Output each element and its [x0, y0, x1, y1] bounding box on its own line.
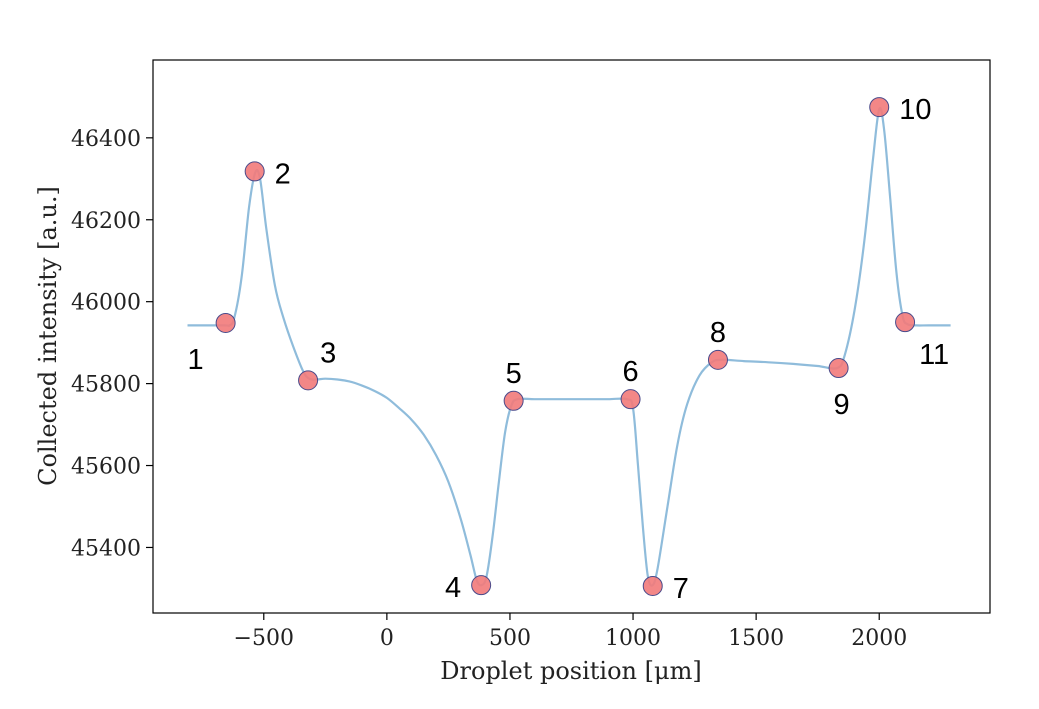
data-point-marker — [244, 161, 265, 182]
x-tick-label: 0 — [380, 626, 394, 651]
data-point-label: 11 — [919, 339, 949, 371]
y-axis-label: Collected intensity [a.u.] — [34, 186, 62, 486]
plot-frame — [152, 59, 991, 614]
x-axis-label: Droplet position [μm] — [440, 657, 701, 685]
data-points — [215, 97, 916, 596]
data-point-label: 3 — [320, 337, 336, 369]
x-tick-label: 1500 — [728, 626, 784, 651]
y-tick-label: 45600 — [71, 455, 141, 480]
y-axis-ticks: 45400 45600 45800 46000 46200 46400 — [71, 127, 153, 561]
data-point-label: 10 — [899, 94, 931, 126]
data-point-label: 8 — [710, 317, 726, 349]
data-point-label: 5 — [506, 358, 522, 390]
data-point-marker — [298, 370, 319, 391]
y-tick-label: 46000 — [71, 291, 141, 316]
y-tick-label: 45400 — [71, 536, 141, 561]
x-tick-label: 2000 — [851, 626, 907, 651]
data-point-marker — [471, 575, 492, 596]
data-point-label: 7 — [673, 573, 689, 605]
x-tick-label: 1000 — [605, 626, 661, 651]
y-tick-label: 46400 — [71, 127, 141, 152]
data-point-label: 9 — [834, 389, 850, 421]
y-tick-label: 45800 — [71, 373, 141, 398]
data-point-marker — [620, 389, 641, 410]
x-axis-ticks: −500 0 500 1000 1500 2000 — [234, 613, 907, 651]
point-labels: 1 2 3 4 5 6 7 8 9 10 11 — [188, 94, 950, 605]
data-point-label: 6 — [623, 356, 639, 388]
data-point-marker — [869, 97, 890, 118]
data-point-marker — [707, 349, 728, 370]
data-point-label: 1 — [188, 344, 204, 376]
data-point-label: 4 — [445, 572, 461, 604]
data-point-marker — [895, 312, 916, 333]
data-point-marker — [828, 358, 849, 379]
data-point-marker — [642, 575, 663, 596]
x-tick-label: 500 — [489, 626, 531, 651]
data-point-marker — [503, 390, 524, 411]
y-tick-label: 46200 — [71, 209, 141, 234]
data-point-label: 2 — [275, 158, 291, 190]
series-line — [187, 106, 951, 587]
x-tick-label: −500 — [234, 626, 294, 651]
data-point-marker — [215, 312, 236, 333]
